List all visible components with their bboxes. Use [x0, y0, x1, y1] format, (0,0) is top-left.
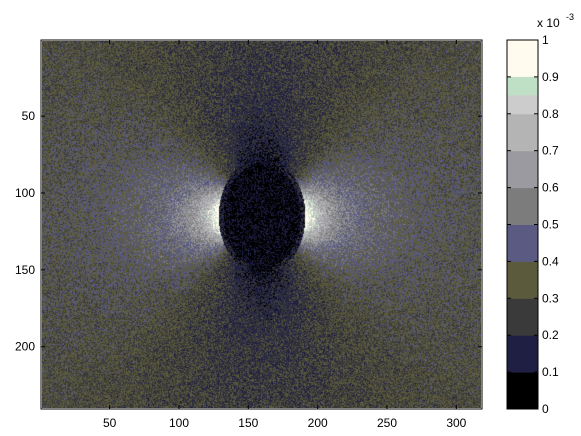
colorbar-tick-label: 0.1	[542, 365, 559, 379]
x-axis-ticks: 50 100 150 200 250 300	[103, 40, 467, 430]
y-tick-label: 200	[15, 340, 35, 354]
colorbar: 0 0.1 0.2 0.3 0.4 0.5 0.6 0.7 0.8 0.9 1 x 10 -3	[506, 12, 574, 416]
x-tick-label: 200	[308, 416, 328, 430]
x-tick-label: 300	[446, 416, 466, 430]
x-tick-label: 150	[238, 416, 258, 430]
colorbar-block	[507, 261, 538, 299]
colorbar-block	[507, 150, 538, 189]
y-tick-label: 150	[15, 263, 35, 277]
colorbar-tick-label: 0.5	[542, 218, 559, 232]
colorbar-exponent-power: -3	[566, 12, 574, 22]
colorbar-tick-label: 0.4	[542, 254, 559, 268]
colorbar-tick-label: 0.8	[542, 107, 559, 121]
colorbar-block	[507, 335, 538, 373]
colorbar-block	[507, 40, 538, 78]
colorbar-tick-label: 0.6	[542, 181, 559, 195]
colorbar-tick-label: 0.9	[542, 70, 559, 84]
x-tick-label: 100	[169, 416, 189, 430]
colorbar-block	[507, 372, 538, 410]
colorbar-ticks: 0 0.1 0.2 0.3 0.4 0.5 0.6 0.7 0.8 0.9 1	[507, 33, 559, 416]
colorbar-blocks	[507, 40, 538, 410]
y-tick-label: 50	[22, 109, 36, 123]
x-tick-label: 50	[103, 416, 117, 430]
colorbar-tick-label: 0.3	[542, 291, 559, 305]
colorbar-block	[507, 113, 538, 152]
plot-frame	[40, 39, 483, 410]
heatmap-image-holder	[42, 41, 481, 408]
heatmap-image	[42, 41, 481, 408]
colorbar-block	[507, 224, 538, 262]
y-axis-ticks: 50 100 150 200	[15, 109, 482, 354]
colorbar-block	[507, 76, 538, 96]
colorbar-tick-label: 1	[542, 33, 549, 47]
colorbar-exponent-base: x 10	[537, 16, 560, 30]
y-tick-label: 100	[15, 186, 35, 200]
colorbar-tick-label: 0	[542, 402, 549, 416]
colorbar-block	[507, 187, 538, 225]
colorbar-block	[507, 298, 538, 336]
heatmap-axes: 50 100 150 200 250 300 50 100 150 200	[15, 39, 483, 430]
colorbar-tick-label: 0.2	[542, 328, 559, 342]
x-tick-label: 250	[377, 416, 397, 430]
colorbar-tick-label: 0.7	[542, 144, 559, 158]
